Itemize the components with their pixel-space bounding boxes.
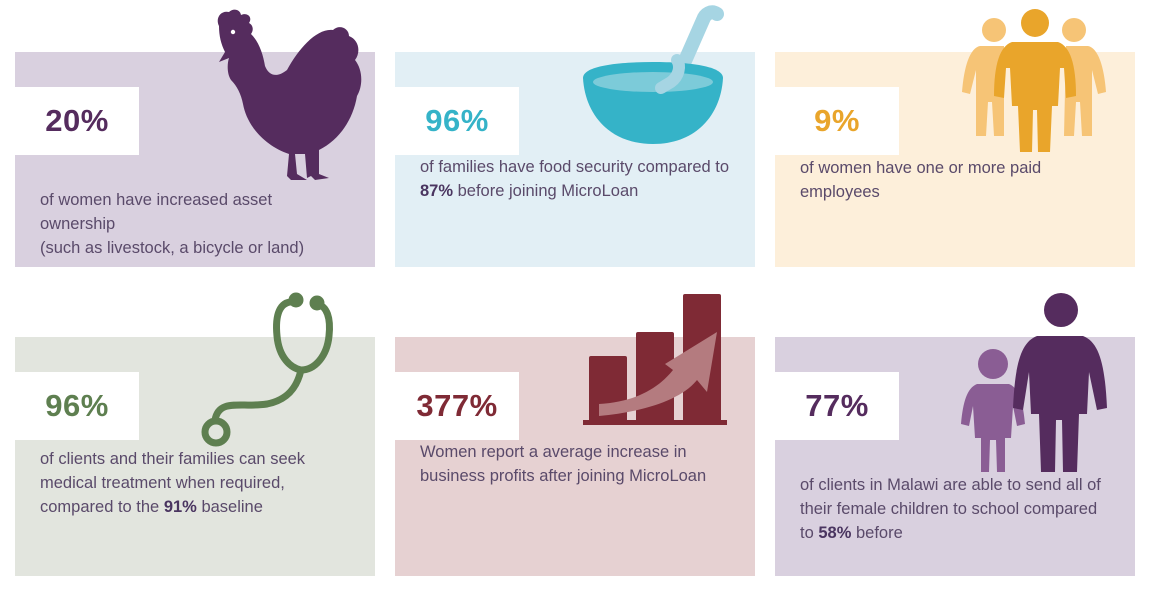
desc-line: of clients and their families can seek bbox=[40, 450, 306, 468]
desc-line: compared to the 91% baseline bbox=[40, 495, 351, 519]
people-group-icon bbox=[962, 9, 1106, 152]
desc-text: before joining MicroLoan bbox=[453, 182, 639, 200]
stat-description: of families have food security compared … bbox=[420, 155, 731, 203]
stethoscope-icon bbox=[201, 292, 333, 447]
desc-line: business profits after joining MicroLoan bbox=[420, 467, 707, 485]
stat-value: 77% bbox=[775, 372, 899, 440]
highlight-value: 91% bbox=[163, 498, 197, 516]
stat-description: of women have increased asset ownership … bbox=[40, 188, 351, 260]
desc-text: before bbox=[851, 524, 903, 542]
stat-card-food-security: 96% of families have food security compa… bbox=[395, 0, 755, 270]
desc-text: compared to the bbox=[40, 498, 164, 516]
highlight-value: 87% bbox=[420, 182, 454, 200]
stat-description: of women have one or more paid employees bbox=[800, 156, 1111, 204]
mother-child-icon bbox=[961, 293, 1107, 472]
chicken-icon bbox=[217, 9, 362, 180]
bowl-icon bbox=[583, 5, 724, 144]
desc-line: employees bbox=[800, 183, 880, 201]
stat-card-asset-ownership: 20% of women have increased asset owners… bbox=[15, 0, 375, 270]
desc-text: to bbox=[800, 524, 819, 542]
desc-line: medical treatment when required, bbox=[40, 474, 285, 492]
desc-line: 87% before joining MicroLoan bbox=[420, 179, 731, 203]
stat-card-medical-treatment: 96% of clients and their families can se… bbox=[15, 290, 375, 580]
stat-description: of clients in Malawi are able to send al… bbox=[800, 473, 1111, 545]
growth-chart-icon bbox=[583, 294, 727, 425]
stat-description: of clients and their families can seek m… bbox=[40, 447, 351, 519]
stat-value: 96% bbox=[15, 372, 139, 440]
desc-text: baseline bbox=[196, 498, 263, 516]
desc-line: (such as livestock, a bicycle or land) bbox=[40, 239, 305, 257]
stat-value: 20% bbox=[15, 87, 139, 155]
desc-line: Women report a average increase in bbox=[420, 443, 687, 461]
highlight-value: 58% bbox=[818, 524, 852, 542]
stat-card-school-enrollment: 77% of clients in Malawi are able to sen… bbox=[775, 290, 1135, 580]
desc-line: to 58% before bbox=[800, 521, 1111, 545]
stat-description: Women report a average increase in busin… bbox=[420, 440, 731, 488]
desc-line: of women have increased asset ownership bbox=[40, 191, 273, 233]
desc-line: of clients in Malawi are able to send al… bbox=[800, 476, 1101, 494]
stat-value: 96% bbox=[395, 87, 519, 155]
desc-line: of women have one or more paid bbox=[800, 159, 1042, 177]
stat-value: 377% bbox=[395, 372, 519, 440]
stat-card-paid-employees: 9% of women have one or more paid employ… bbox=[775, 0, 1135, 270]
desc-line: of families have food security compared … bbox=[420, 158, 730, 176]
stat-value: 9% bbox=[775, 87, 899, 155]
stat-card-business-profits: 377% Women report a average increase in … bbox=[395, 290, 755, 580]
desc-line: their female children to school compared bbox=[800, 500, 1098, 518]
